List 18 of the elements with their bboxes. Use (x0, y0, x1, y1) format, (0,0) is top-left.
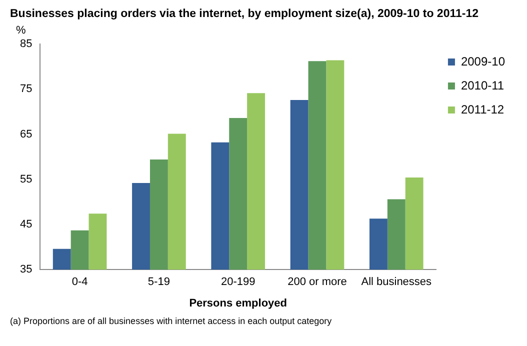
y-axis-title: % (16, 24, 26, 37)
x-tick-label: 200 or more (288, 276, 347, 288)
x-tick-label: All businesses (361, 276, 432, 288)
y-tick-label: 65 (20, 128, 32, 140)
y-tick-label: 75 (20, 83, 32, 96)
legend-label: 2011-12 (460, 102, 504, 116)
y-tick-label: 45 (20, 218, 32, 231)
x-axis-title: Persons employed (189, 297, 288, 310)
legend-label: 2010-11 (460, 78, 504, 92)
y-tick-label: 55 (20, 173, 32, 186)
x-tick-label: 5-19 (148, 276, 170, 288)
y-tick-label: 35 (20, 264, 32, 276)
chart-title: Businesses placing orders via the internet, by employment size(a), 2009-10 to 2011-12 (10, 8, 480, 20)
legend-label: 2009-10 (460, 54, 506, 68)
x-tick-label: 20-199 (220, 276, 256, 288)
text: (a) Proportions are of all businesses with internet access in each output category (10, 316, 333, 326)
y-tick-label: 85 (20, 38, 32, 50)
x-tick-label: 0-4 (72, 276, 88, 288)
